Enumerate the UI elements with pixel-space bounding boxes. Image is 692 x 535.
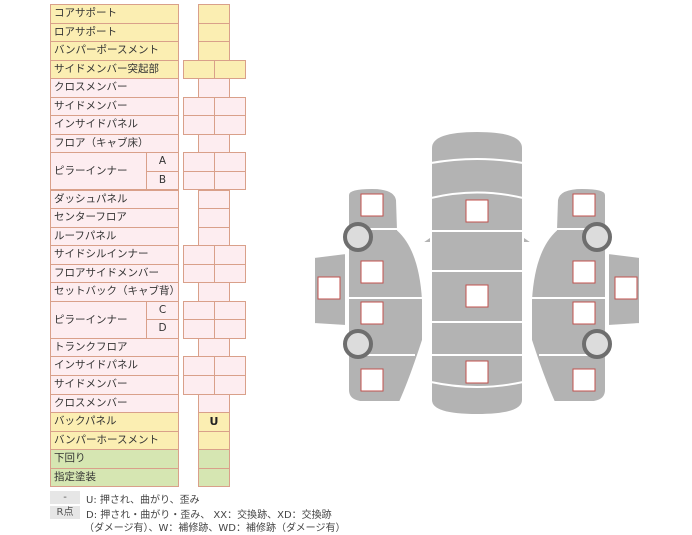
damage-marker[interactable]	[360, 193, 384, 217]
wheel-icon	[582, 329, 612, 359]
row-label: バンパーポースメント	[50, 41, 179, 61]
row-sublabel: A	[146, 152, 179, 172]
row-label: インサイドパネル	[50, 115, 179, 135]
damage-marker[interactable]	[360, 301, 384, 325]
damage-marker[interactable]	[317, 276, 341, 300]
legend-text-d: D: 押され・曲がり・歪み、 XX：交換跡、XD：交換跡	[86, 510, 332, 521]
damage-cell[interactable]	[214, 115, 246, 135]
row-label: バンパーホースメント	[50, 430, 179, 451]
wheel-icon	[343, 222, 373, 252]
damage-marker[interactable]	[572, 368, 596, 392]
damage-marker[interactable]	[614, 276, 638, 300]
damage-cell[interactable]	[214, 170, 246, 191]
damage-marker[interactable]	[360, 260, 384, 284]
mirror-right	[522, 234, 537, 244]
row-label: センターフロア	[50, 208, 179, 228]
legend-text-u: U: 押され、曲がり、歪み	[86, 495, 200, 506]
wheel-icon	[582, 222, 612, 252]
legend-key-dash: -	[50, 491, 80, 504]
row-label: フロアサイドメンバー	[50, 263, 179, 284]
wheel-icon	[343, 329, 373, 359]
row-label: ピラーインナー	[50, 152, 147, 191]
legend-text-w: （ダメージ有）、W：補修跡、WD：補修跡（ダメージ有）	[84, 523, 346, 534]
row-label: サイドシルインナー	[50, 245, 179, 265]
damage-marker[interactable]	[360, 368, 384, 392]
legend-key-r: R点	[50, 506, 80, 519]
damage-cell[interactable]	[198, 467, 230, 488]
damage-cell[interactable]	[214, 375, 246, 395]
damage-marker[interactable]	[465, 360, 489, 384]
damage-cell[interactable]	[214, 263, 246, 284]
damage-cell[interactable]	[214, 319, 246, 339]
row-label: バックパネル	[50, 412, 179, 432]
car-top-body	[430, 129, 524, 417]
damage-marker[interactable]	[465, 284, 489, 308]
row-sublabel: C	[146, 300, 179, 321]
row-label: 下回り	[50, 449, 179, 469]
row-label: フロア（キャブ床）	[50, 133, 179, 154]
car-left-side	[347, 186, 424, 403]
damage-marker[interactable]	[572, 193, 596, 217]
row-label: クロスメンバー	[50, 393, 179, 414]
damage-marker[interactable]	[465, 199, 489, 223]
row-label: 指定塗装	[50, 467, 179, 488]
damage-marker[interactable]	[572, 301, 596, 325]
damage-marker[interactable]	[572, 260, 596, 284]
row-label: サイドメンバー突起部	[50, 59, 179, 80]
row-label: クロスメンバー	[50, 78, 179, 98]
row-label: ピラーインナー	[50, 300, 147, 339]
mirror-left	[417, 234, 432, 244]
damage-cell[interactable]	[214, 59, 246, 80]
row-label: サイドメンバー	[50, 96, 179, 117]
